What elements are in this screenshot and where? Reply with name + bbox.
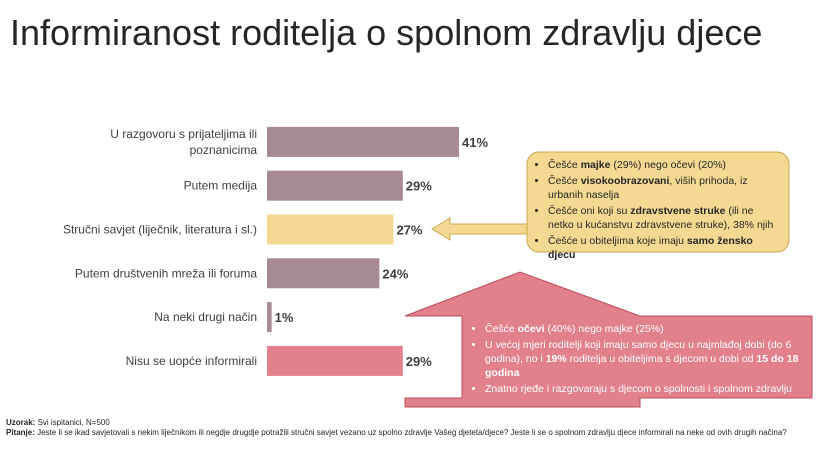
callout-top-item-2: Češće oni koji su zdravstvene struke (il… <box>548 204 781 232</box>
category-label-2: Stručni savjet (liječnik, literatura i s… <box>63 223 257 237</box>
category-label-3: Putem društvenih mreža ili foruma <box>75 266 257 280</box>
callout-top-item-1: Češće visokoobrazovani, viših prihoda, i… <box>548 174 781 202</box>
callout-bottom-item-0: Češće očevi (40%) nego majke (25%) <box>485 322 812 336</box>
callout-bottom-text: Češće očevi (40%) nego majke (25%) U većo… <box>472 322 812 398</box>
footnote-sample: Uzorak: Svi ispitanici, N=500 <box>6 418 110 427</box>
value-label-4: 1% <box>275 310 294 325</box>
callout-top-item-3: Češće u obiteljima koje imaju samo žensk… <box>548 234 781 262</box>
bar-4 <box>267 302 272 333</box>
bar-5 <box>267 345 403 376</box>
callout-bottom-item-2: Znatno rjeđe i razgovaraju s djecom o sp… <box>485 382 812 396</box>
value-label-3: 24% <box>382 266 408 281</box>
category-label-5: Nisu se uopće informirali <box>126 354 257 368</box>
callout-top-arrow <box>431 217 528 241</box>
bar-3 <box>267 258 380 289</box>
value-label-0: 41% <box>462 135 488 150</box>
bar-0 <box>267 126 459 157</box>
callout-top-box <box>526 151 790 253</box>
category-label-1: Putem medija <box>184 179 258 193</box>
value-label-5: 29% <box>406 354 432 369</box>
callout-bottom-arrow <box>404 271 813 408</box>
category-label-0: U razgovoru s prijateljima ili poznanicim… <box>110 127 257 157</box>
page-title: Informiranost roditelja o spolnom zdravl… <box>10 12 763 53</box>
bar-1 <box>267 170 403 201</box>
footnote-question: Pitanje: Jeste li se ikad savjetovali s … <box>6 428 787 437</box>
callout-top-item-0: Češće majke (29%) nego očevi (20%) <box>548 158 781 172</box>
callout-top-text: Češće majke (29%) nego očevi (20%) Češće … <box>527 152 789 261</box>
footnote: Uzorak: Svi ispitanici, N=500 Pitanje: J… <box>6 418 821 438</box>
value-label-2: 27% <box>396 223 422 238</box>
callout-bottom-item-1: U većoj mjeri roditelji koji imaju samo … <box>485 338 812 380</box>
bar-2 <box>267 214 394 245</box>
category-label-4: Na neki drugi način <box>154 310 257 324</box>
value-label-1: 29% <box>406 179 432 194</box>
